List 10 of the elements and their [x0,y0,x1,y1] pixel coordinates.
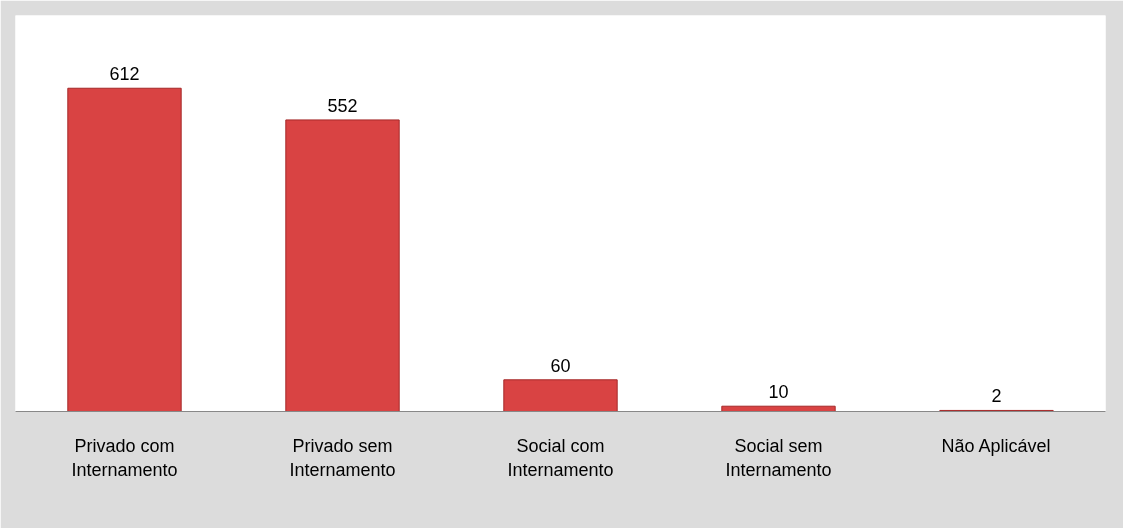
data-label: 612 [109,64,140,85]
data-label: 552 [327,95,358,116]
x-tick-label: Social sem Internamento [725,435,832,480]
x-tick-label: Privado sem Internamento [289,435,396,480]
data-label: 2 [991,386,1002,407]
data-label: 10 [768,382,789,403]
x-tick-label: Social com Internamento [507,435,614,480]
x-tick-label: Não Aplicável [941,435,1051,456]
data-label: 60 [550,355,571,376]
x-tick-label: Privado com Internamento [71,435,178,480]
